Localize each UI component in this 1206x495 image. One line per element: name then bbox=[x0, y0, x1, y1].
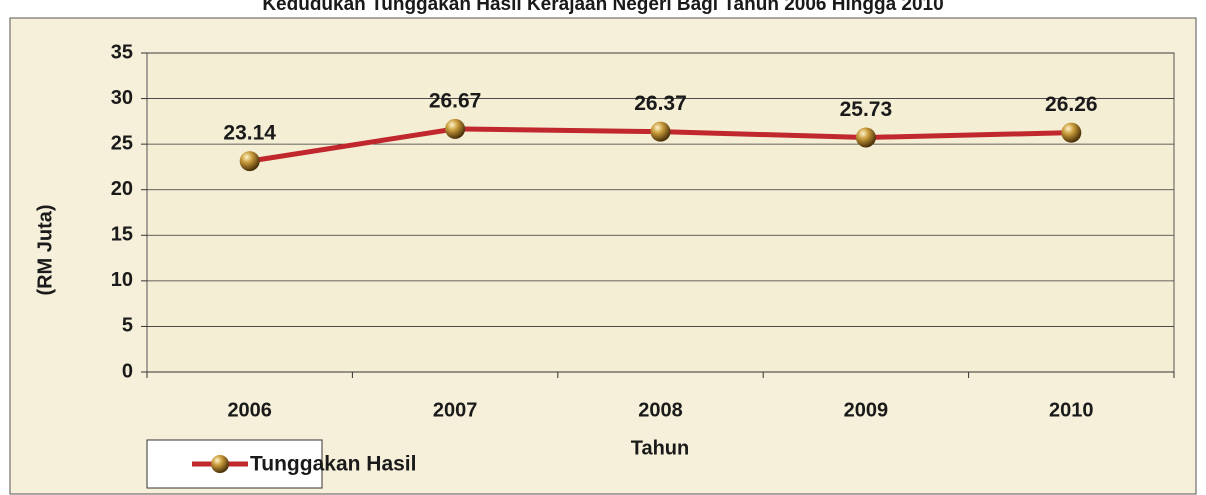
y-tick-label: 10 bbox=[111, 269, 133, 291]
x-tick-label: 2006 bbox=[227, 399, 272, 421]
data-point bbox=[239, 151, 260, 172]
legend: Tunggakan Hasil bbox=[146, 439, 416, 489]
plot-area bbox=[146, 52, 1175, 373]
y-tick-label: 0 bbox=[122, 360, 133, 382]
y-tick-label: 20 bbox=[111, 178, 133, 200]
y-tick-label: 30 bbox=[111, 87, 133, 109]
data-point bbox=[1061, 122, 1082, 143]
legend-marker bbox=[211, 455, 229, 473]
y-axis-label: (RM Juta) bbox=[34, 204, 56, 295]
y-tick-label: 15 bbox=[111, 224, 133, 246]
data-label: 26.26 bbox=[1045, 93, 1098, 116]
x-tick-label: 2009 bbox=[844, 399, 889, 421]
y-tick-label: 25 bbox=[111, 132, 133, 154]
x-tick-label: 2010 bbox=[1049, 399, 1094, 421]
y-tick-label: 5 bbox=[122, 315, 133, 337]
y-tick-label: 35 bbox=[111, 41, 133, 63]
legend-label: Tunggakan Hasil bbox=[250, 453, 416, 476]
data-point bbox=[855, 127, 876, 148]
x-tick-label: 2008 bbox=[638, 399, 683, 421]
chart-title: Kedudukan Tunggakan Hasil Kerajaan Neger… bbox=[262, 0, 943, 15]
data-label: 25.73 bbox=[840, 98, 893, 121]
x-tick-label: 2007 bbox=[433, 399, 478, 421]
data-point bbox=[650, 121, 671, 142]
x-axis-label: Tahun bbox=[631, 437, 690, 459]
data-point bbox=[445, 118, 466, 139]
data-label: 23.14 bbox=[223, 122, 276, 145]
data-label: 26.37 bbox=[634, 92, 687, 115]
data-label: 26.67 bbox=[429, 89, 482, 112]
